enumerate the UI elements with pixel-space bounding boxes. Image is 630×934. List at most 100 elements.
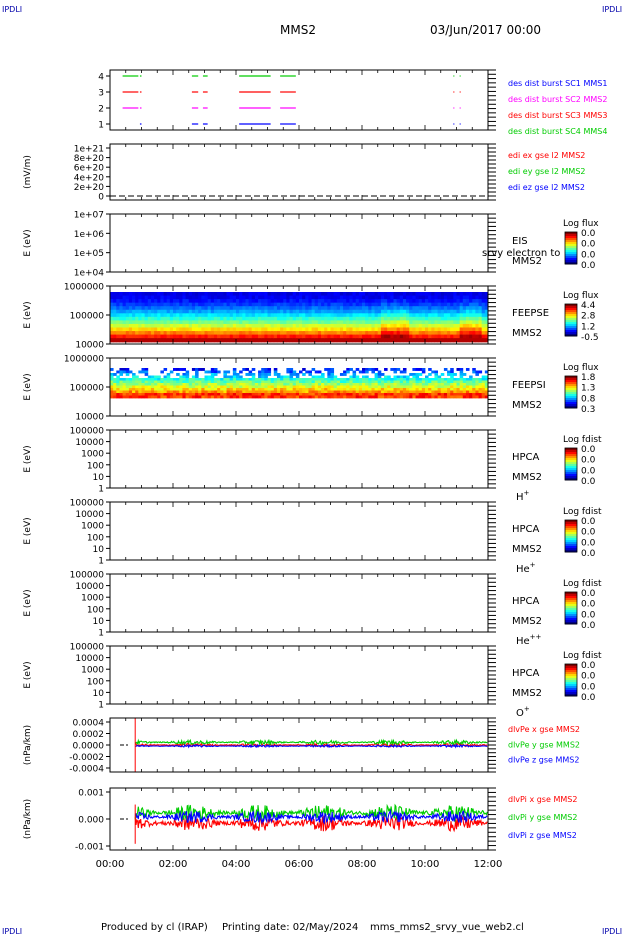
heatmap-cell — [314, 393, 319, 396]
heatmap-cell — [292, 395, 297, 399]
heatmap-cell — [182, 383, 186, 386]
heatmap-cell — [132, 395, 136, 399]
heatmap-cell — [327, 373, 331, 376]
heatmap-cell — [399, 309, 404, 314]
heatmap-cell — [122, 327, 127, 332]
heatmap-cell — [239, 327, 243, 332]
heatmap-cell — [292, 316, 297, 322]
heatmap-cell — [283, 292, 287, 297]
heatmap-cell — [157, 331, 161, 336]
heatmap-cell — [475, 388, 479, 391]
heatmap-cell — [295, 378, 300, 381]
heatmap-cell — [305, 338, 309, 343]
colorbar-tick: 0.0 — [581, 466, 596, 476]
heatmap-cell — [286, 378, 290, 381]
heatmap-cell — [465, 313, 470, 318]
heatmap-cell — [387, 295, 391, 300]
heatmap-cell — [122, 383, 127, 386]
heatmap-cell — [368, 292, 372, 297]
heatmap-cell — [299, 295, 303, 300]
heatmap-cell — [324, 383, 328, 386]
heatmap-cell — [160, 323, 164, 329]
heatmap-cell — [292, 320, 297, 325]
heatmap-cell — [393, 393, 398, 396]
heatmap-cell — [425, 320, 429, 325]
heatmap-cell — [163, 385, 168, 389]
heatmap-cell — [428, 306, 432, 311]
heatmap-cell — [484, 306, 489, 311]
heatmap-cell — [122, 292, 127, 297]
heatmap-cell — [415, 299, 420, 304]
heatmap-cell — [440, 373, 445, 376]
heatmap-cell — [314, 292, 319, 297]
colorbar-cell — [565, 684, 577, 687]
heatmap-cell — [421, 370, 426, 374]
heatmap-cell — [210, 302, 215, 307]
heatmap-cell — [195, 385, 199, 389]
heatmap-cell — [110, 390, 114, 394]
heatmap-cell — [113, 295, 117, 300]
heatmap-cell — [443, 316, 448, 322]
colorbar-cell — [565, 458, 577, 461]
heatmap-cell — [459, 383, 464, 386]
heatmap-cell — [226, 378, 231, 381]
heatmap-cell — [365, 323, 369, 329]
heatmap-cell — [182, 395, 186, 399]
heatmap-cell — [412, 302, 416, 307]
heatmap-cell — [456, 320, 461, 325]
heatmap-cell — [465, 292, 470, 297]
heatmap-cell — [302, 320, 306, 325]
heatmap-cell — [135, 316, 139, 322]
heatmap-cell — [258, 388, 262, 391]
heatmap-cell — [368, 331, 372, 336]
colorbar-tick: 2.8 — [581, 312, 596, 322]
heatmap-cell — [321, 380, 325, 384]
heatmap-cell — [280, 327, 284, 332]
heatmap-cell — [144, 338, 149, 343]
heatmap-cell — [465, 331, 470, 336]
heatmap-cell — [299, 378, 303, 381]
heatmap-cell — [144, 370, 149, 374]
heatmap-cell — [393, 370, 398, 374]
heatmap-cell — [295, 320, 300, 325]
heatmap-cell — [402, 375, 407, 379]
heatmap-cell — [352, 323, 357, 329]
heatmap-cell — [176, 309, 180, 314]
heatmap-cell — [365, 320, 369, 325]
heatmap-cell — [425, 393, 429, 396]
colorbar-cell — [565, 692, 577, 695]
heatmap-cell — [418, 292, 423, 297]
heatmap-cell — [207, 395, 212, 399]
heatmap-cell — [185, 373, 190, 376]
heatmap-cell — [425, 313, 429, 318]
heatmap-cell — [157, 388, 161, 391]
heatmap-cell — [138, 338, 142, 343]
heatmap-cell — [330, 373, 335, 376]
heatmap-cell — [141, 393, 146, 396]
heatmap-cell — [459, 338, 464, 343]
heatmap-cell — [314, 323, 319, 329]
heatmap-cell — [481, 395, 486, 399]
heatmap-cell — [166, 380, 171, 384]
heatmap-cell — [116, 385, 120, 389]
y-tick-label: 10 — [93, 617, 105, 627]
heatmap-cell — [478, 393, 483, 396]
heatmap-cell — [245, 368, 249, 371]
colorbar-cell — [565, 470, 577, 473]
heatmap-cell — [254, 385, 259, 389]
heatmap-cell — [217, 334, 221, 339]
heatmap-cell — [144, 388, 149, 391]
heatmap-cell — [138, 323, 142, 329]
heatmap-cell — [150, 323, 155, 329]
heatmap-cell — [283, 331, 287, 336]
heatmap-cell — [223, 334, 227, 339]
heatmap-cell — [283, 375, 287, 379]
heatmap-cell — [163, 334, 168, 339]
colorbar-cell — [565, 534, 577, 537]
heatmap-cell — [465, 395, 470, 399]
heatmap-cell — [280, 388, 284, 391]
heatmap-cell — [371, 390, 375, 394]
heatmap-cell — [204, 299, 209, 304]
heatmap-cell — [396, 388, 401, 391]
heatmap-cell — [154, 388, 158, 391]
